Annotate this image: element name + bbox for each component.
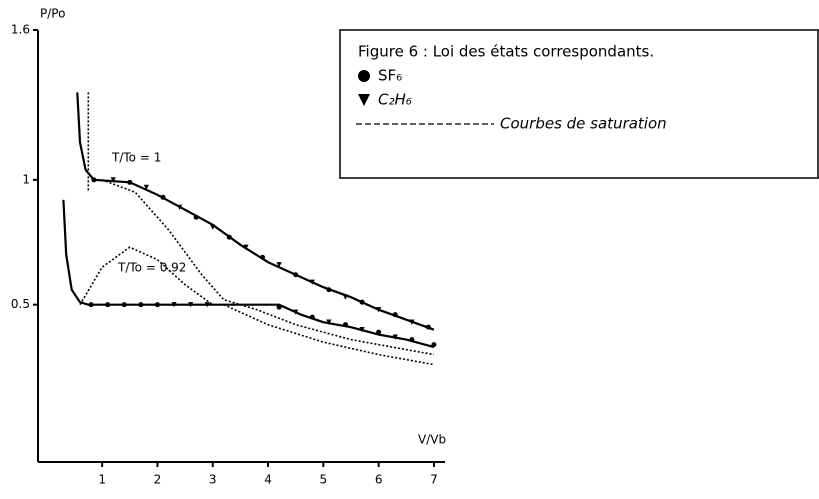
- y-tick-label: 1.6: [11, 23, 30, 37]
- curve-label: T/To = 1: [111, 151, 161, 165]
- legend-label: C₂H₆: [378, 91, 412, 109]
- curve: [62, 199, 435, 349]
- curve-label: T/To = 0.92: [117, 261, 186, 275]
- y-tick-label: 0.5: [11, 297, 30, 311]
- legend-marker: [358, 94, 370, 106]
- legend-label: Courbes de saturation: [500, 115, 667, 133]
- point: [276, 262, 282, 268]
- y-tick-label: 1: [22, 172, 30, 186]
- x-tick-label: 7: [430, 473, 438, 487]
- x-tick-label: 2: [154, 473, 162, 487]
- chart-title: Figure 6 : Loi des états correspondants.: [358, 43, 654, 61]
- legend-box: [339, 29, 819, 179]
- legend-label: SF₆: [378, 67, 402, 85]
- point: [110, 177, 116, 183]
- legend-marker: [358, 70, 370, 82]
- curve: [79, 92, 435, 366]
- x-tick-label: 6: [375, 473, 383, 487]
- x-tick-label: 3: [209, 473, 217, 487]
- x-tick-label: 5: [320, 473, 328, 487]
- y-axis-label: P/Po: [40, 7, 65, 21]
- legend: Figure 6 : Loi des états correspondants.…: [356, 43, 667, 133]
- x-tick-label: 4: [264, 473, 272, 487]
- x-axis-label: V/Vb: [418, 433, 446, 447]
- point: [143, 184, 149, 190]
- curve: [76, 92, 435, 331]
- x-tick-label: 1: [98, 473, 106, 487]
